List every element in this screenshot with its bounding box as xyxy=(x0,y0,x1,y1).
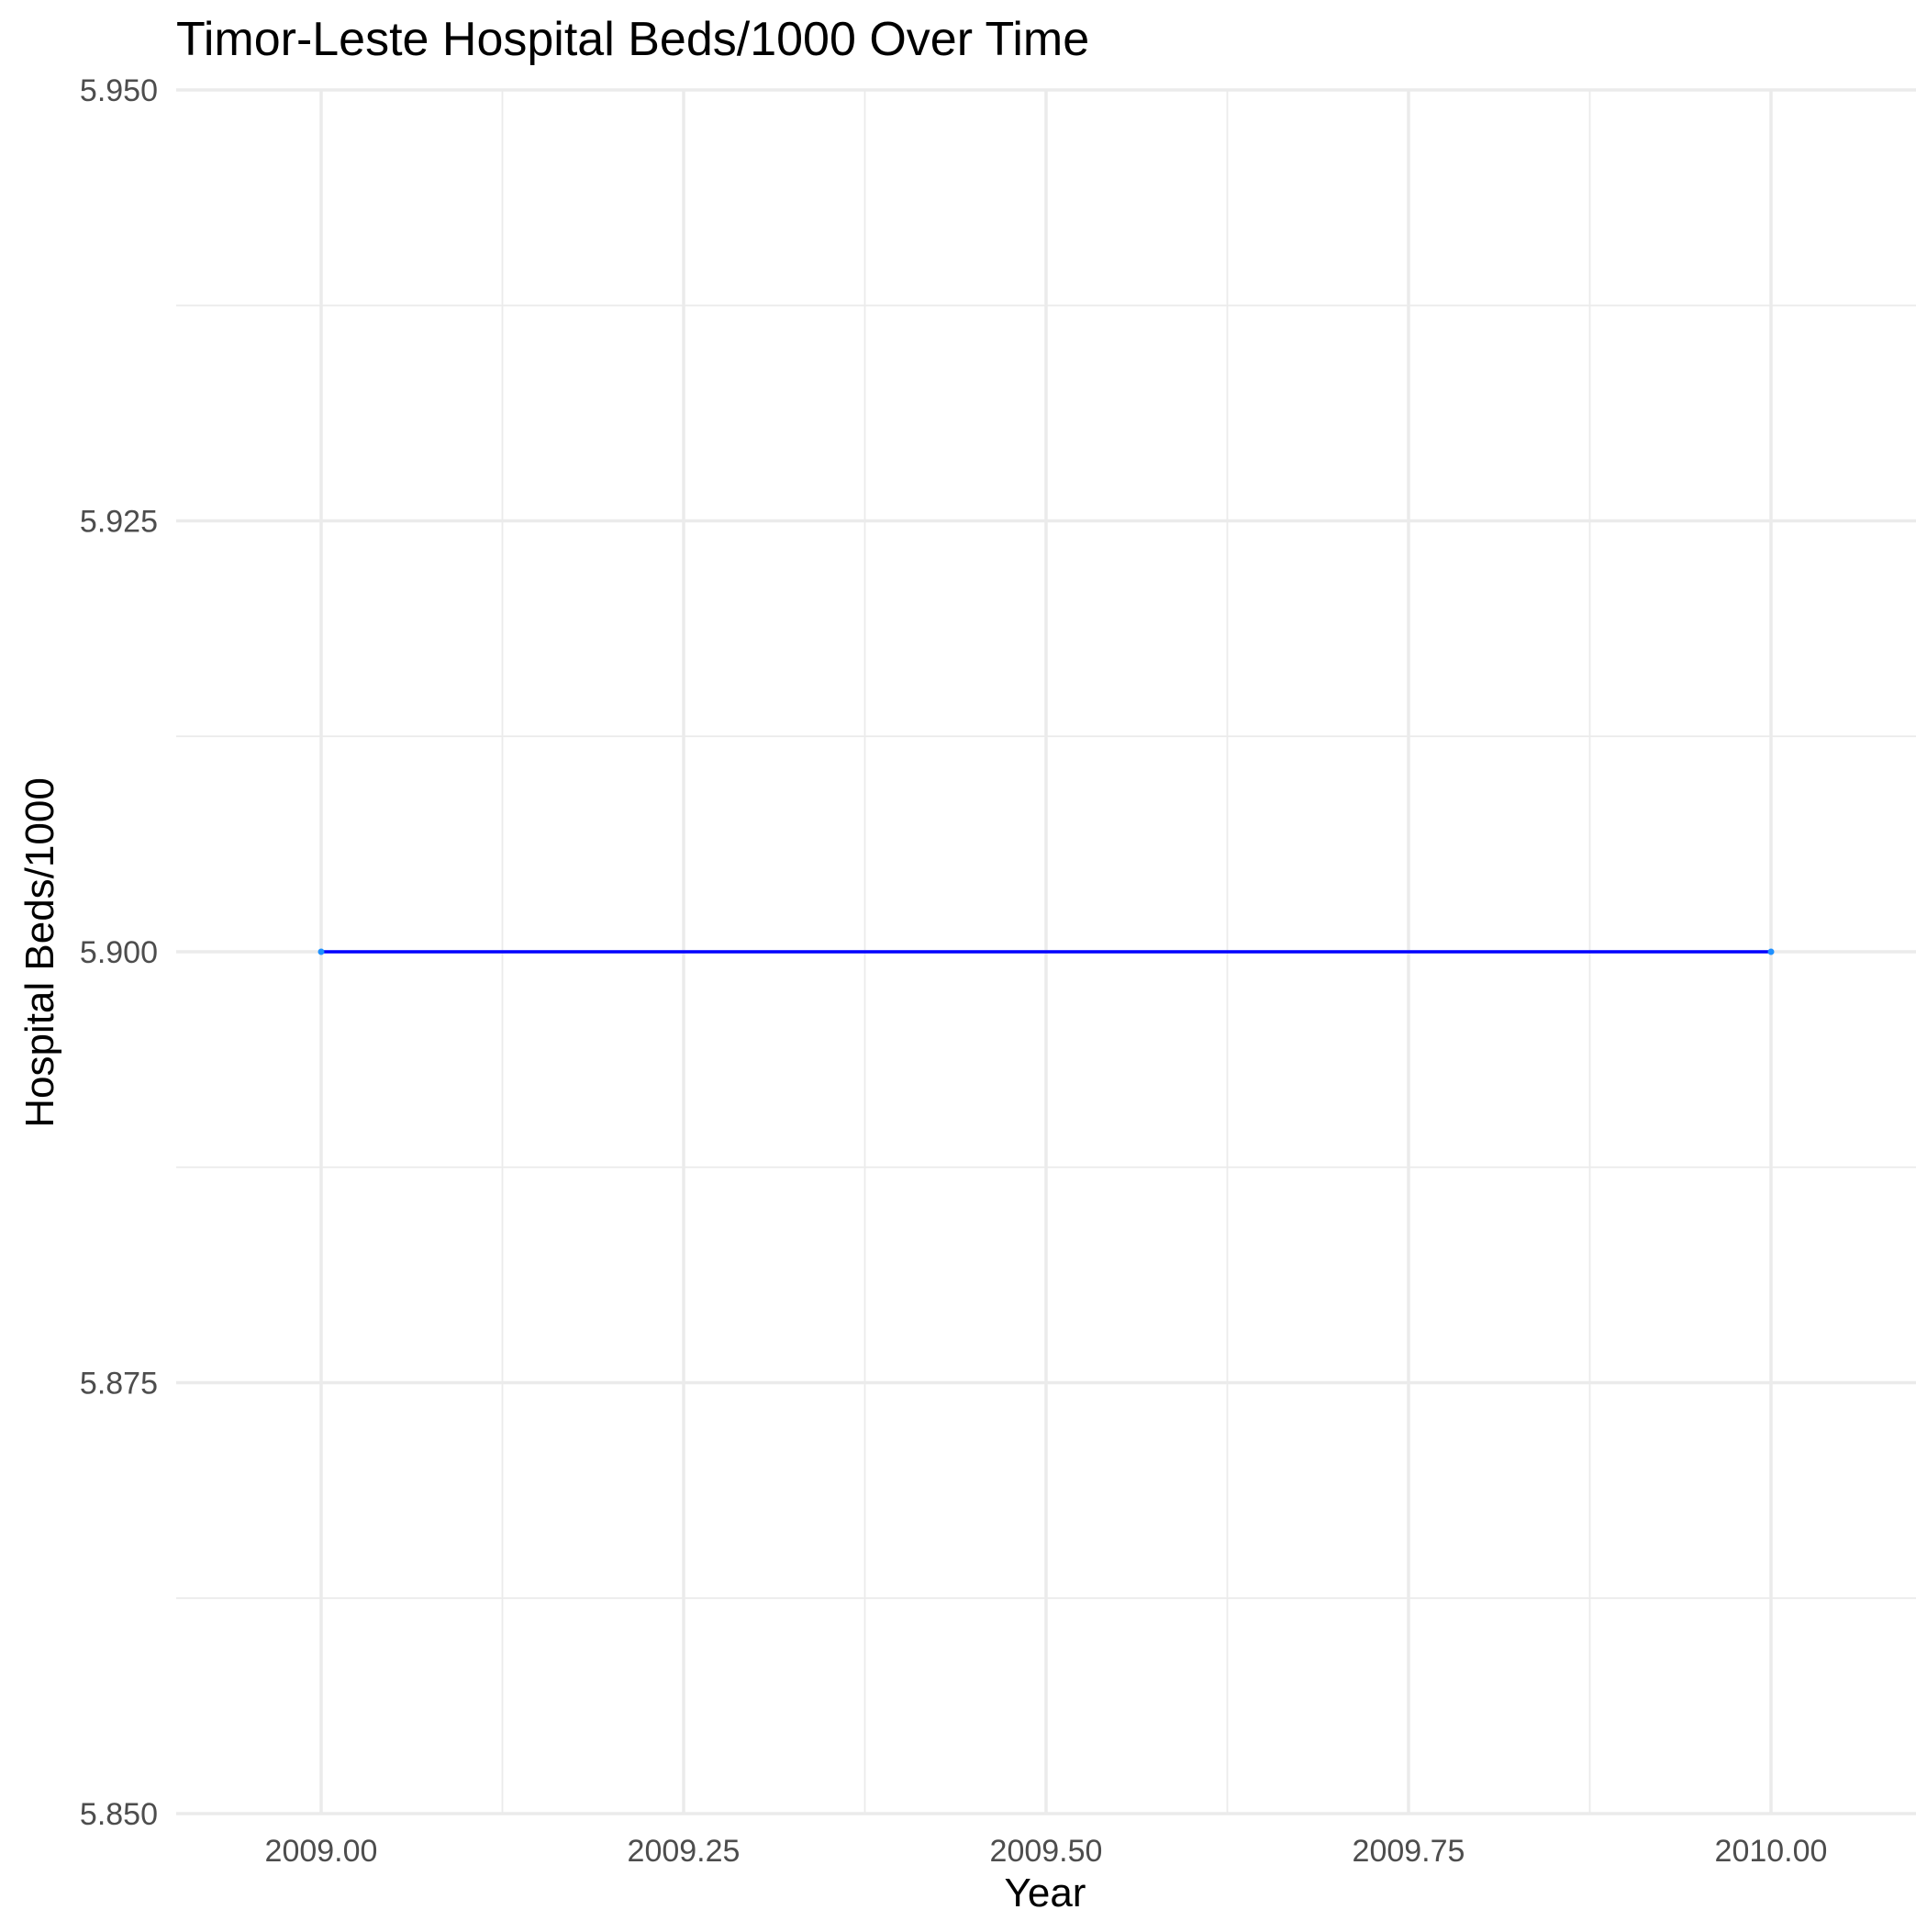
x-tick-label: 2010.00 xyxy=(1715,1834,1828,1869)
y-tick-label: 5.950 xyxy=(80,73,158,108)
x-tick-label: 2009.75 xyxy=(1353,1834,1465,1869)
series-layer xyxy=(317,948,1775,955)
data-point xyxy=(1767,948,1775,955)
y-tick-label: 5.925 xyxy=(80,505,158,540)
x-tick-label: 2009.00 xyxy=(265,1834,378,1869)
x-tick-label: 2009.50 xyxy=(990,1834,1103,1869)
y-tick-label: 5.875 xyxy=(80,1367,158,1402)
data-point xyxy=(317,948,325,955)
chart-title: Timor-Leste Hospital Beds/1000 Over Time xyxy=(176,13,1089,66)
x-axis-title: Year xyxy=(1005,1871,1086,1915)
y-axis-title: Hospital Beds/1000 xyxy=(17,777,62,1128)
y-tick-label: 5.900 xyxy=(80,935,158,970)
y-tick-label: 5.850 xyxy=(80,1797,158,1832)
tick-labels: 2009.00 2009.25 2009.50 2009.75 2010.00 5.850… xyxy=(80,73,1828,1869)
x-tick-label: 2009.25 xyxy=(628,1834,741,1869)
